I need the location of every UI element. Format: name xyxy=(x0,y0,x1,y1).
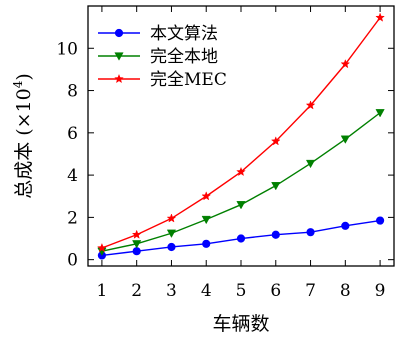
data-point xyxy=(375,12,385,22)
y-axis-label: 总成本 (×104) xyxy=(11,73,35,199)
y-tick-label: 2 xyxy=(67,208,78,228)
y-axis-label-close: ) xyxy=(13,73,35,80)
data-point xyxy=(375,216,385,225)
y-axis-label-unit: (×10 xyxy=(13,88,35,136)
data-point xyxy=(236,166,246,177)
y-axis-label-main: 总成本 xyxy=(13,142,35,199)
y-tick-label: 0 xyxy=(67,251,78,271)
x-tick-label: 1 xyxy=(96,281,107,301)
data-point xyxy=(131,229,142,239)
data-point xyxy=(97,242,107,253)
data-point xyxy=(202,239,211,248)
x-axis-label: 车辆数 xyxy=(212,313,269,335)
legend-label: 完全本地 xyxy=(150,47,218,67)
data-point xyxy=(270,136,281,146)
x-tick-label: 5 xyxy=(236,281,247,301)
x-tick-label: 3 xyxy=(166,281,177,301)
y-tick-label: 6 xyxy=(67,124,78,144)
data-point xyxy=(271,230,280,239)
legend-item: 完全本地 xyxy=(98,47,218,67)
data-point xyxy=(166,213,177,223)
data-point xyxy=(132,240,142,249)
x-tick-label: 2 xyxy=(131,281,142,301)
x-axis-ticks: 1 2 3 4 5 6 7 8 9 xyxy=(96,6,386,301)
data-point xyxy=(236,234,246,243)
series-0 xyxy=(97,216,385,260)
legend-marker xyxy=(114,28,124,38)
data-point xyxy=(306,228,315,237)
x-tick-label: 6 xyxy=(270,281,281,301)
data-point xyxy=(271,182,281,191)
legend-marker xyxy=(114,73,124,84)
series-2 xyxy=(97,12,385,253)
y-axis-label-exponent: 4 xyxy=(11,80,25,88)
legend-item: 本文算法 xyxy=(98,24,218,44)
data-point xyxy=(166,229,177,238)
x-tick-label: 8 xyxy=(340,281,351,301)
y-axis-label-text: 总成本 (×104) xyxy=(11,73,35,199)
data-point xyxy=(305,100,316,110)
y-axis-ticks: 0 2 4 6 8 10 xyxy=(56,39,394,271)
data-point xyxy=(305,159,316,169)
y-tick-label: 8 xyxy=(67,82,78,102)
x-tick-label: 9 xyxy=(375,281,386,301)
legend-item: 完全MEC xyxy=(98,70,227,90)
data-point xyxy=(375,109,385,118)
legend-label: 本文算法 xyxy=(150,24,218,44)
data-point xyxy=(201,191,212,201)
legend-marker xyxy=(114,52,124,61)
y-tick-label: 10 xyxy=(56,39,78,59)
legend-label: 完全MEC xyxy=(150,70,227,90)
data-point xyxy=(340,135,350,144)
x-tick-label: 4 xyxy=(201,281,212,301)
x-tick-label: 7 xyxy=(305,281,316,301)
data-point xyxy=(201,215,211,225)
data-point xyxy=(167,242,176,252)
data-point xyxy=(132,247,141,256)
data-point xyxy=(340,59,351,69)
data-point xyxy=(341,221,350,230)
data-point xyxy=(236,201,246,210)
y-tick-label: 4 xyxy=(67,166,78,186)
series-layer xyxy=(97,12,385,260)
